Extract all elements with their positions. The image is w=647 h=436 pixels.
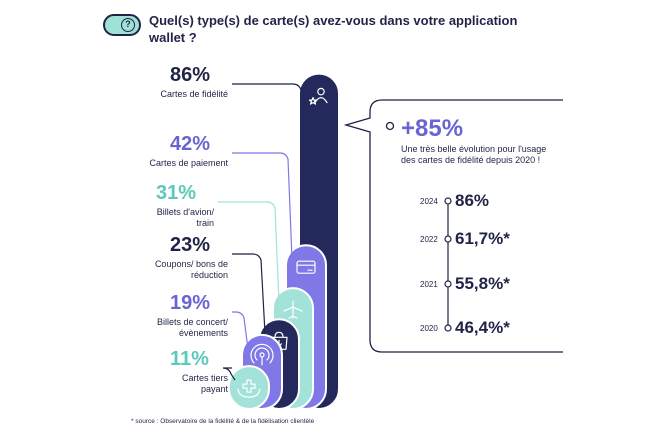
evolution-headline: +85% (401, 115, 464, 142)
bar-category-label: Cartes de fidélité (160, 89, 228, 99)
timeline-year: 2021 (420, 280, 438, 289)
leader-line-3 (232, 253, 266, 334)
timeline-value: 61,7%* (455, 229, 510, 248)
leader-line-2 (218, 201, 280, 303)
leader-line-4 (232, 311, 249, 349)
source-note: * source : Observatoire de la fidélité &… (131, 418, 315, 425)
timeline-dot (444, 280, 452, 288)
timeline-dot (444, 324, 452, 332)
timeline-value: 46,4%* (455, 318, 510, 337)
timeline-dot (444, 197, 452, 205)
bar-value-label: 86% (170, 64, 211, 86)
evolution-timeline (444, 197, 452, 332)
bar-value-label: 11% (170, 348, 209, 370)
bar-value-label: 19% (170, 292, 211, 314)
bar-value-label: 23% (170, 234, 211, 256)
leader-line-5 (222, 367, 236, 381)
podcast-icon (250, 343, 274, 366)
bar-category-label: Cartes tiers payant (181, 373, 228, 394)
hand-cross-icon (237, 379, 261, 398)
timeline-value: 86% (455, 191, 490, 210)
timeline-dot (444, 235, 452, 243)
bar-category-label: Billets d'avion/ train (156, 207, 214, 228)
bar-value-label: 31% (156, 182, 197, 204)
question-icon: ? (103, 14, 141, 36)
timeline-value: 55,8%* (455, 274, 510, 293)
bracket-dot (385, 121, 395, 131)
header: ? Quel(s) type(s) de carte(s) avez-vous … (103, 12, 523, 46)
leader-line-1 (232, 152, 293, 260)
credit-card-icon (296, 260, 316, 274)
bar-category-label: Billets de concert/ évènements (156, 317, 228, 338)
timeline-year: 2022 (420, 235, 438, 244)
bars-group (228, 72, 340, 411)
bar-value-label: 42% (170, 133, 211, 155)
leader-lines (218, 83, 306, 381)
bar-category-label: Coupons/ bons de réduction (154, 259, 228, 280)
evolution-panel-bracket (343, 99, 563, 353)
airplane-icon (283, 300, 303, 319)
bar-5 (228, 365, 270, 411)
bar-category-label: Cartes de paiement (149, 158, 228, 168)
timeline-year: 2020 (420, 324, 438, 333)
chart-title: Quel(s) type(s) de carte(s) avez-vous da… (149, 13, 518, 45)
timeline-year: 2024 (420, 197, 438, 206)
user-star-icon (308, 87, 328, 105)
evolution-description: Une très belle évolution pour l'usage de… (401, 144, 547, 165)
leader-line-0 (232, 83, 306, 91)
